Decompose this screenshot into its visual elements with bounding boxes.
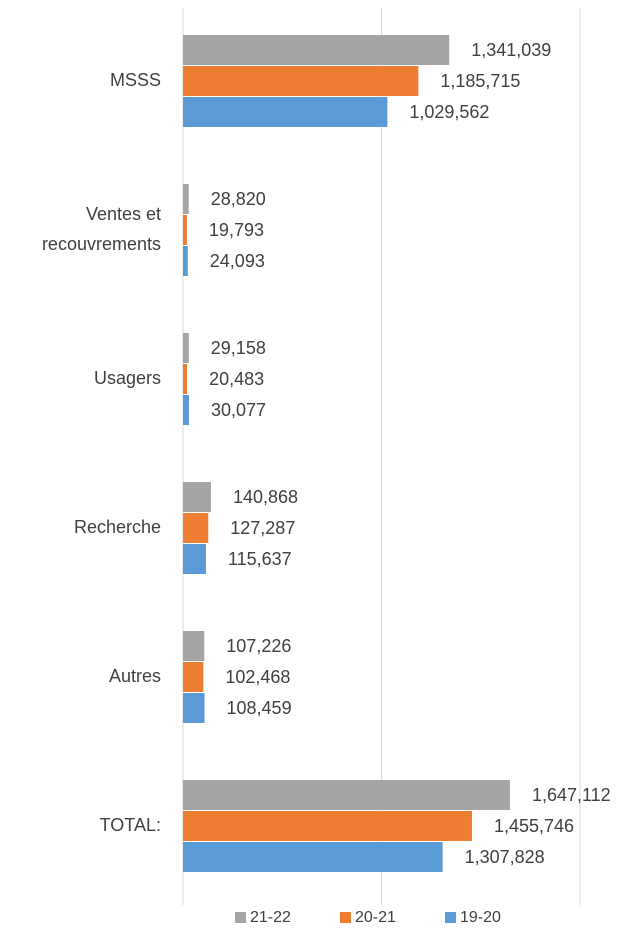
data-label: 1,341,039 xyxy=(471,40,551,60)
legend-swatch xyxy=(340,912,351,923)
y-tick-label: Autres xyxy=(109,666,161,686)
bar xyxy=(183,631,205,661)
data-label: 102,468 xyxy=(225,667,290,687)
y-tick-label: TOTAL: xyxy=(100,815,161,835)
bar xyxy=(183,97,388,127)
bar xyxy=(183,364,188,394)
data-label: 127,287 xyxy=(230,518,295,538)
bar xyxy=(183,513,209,543)
y-tick-label: MSSS xyxy=(110,70,161,90)
label-line: Ventes et xyxy=(86,204,161,224)
data-label: 19,793 xyxy=(209,220,264,240)
bar xyxy=(183,184,189,214)
bar xyxy=(183,35,450,65)
legend-label: 21-22 xyxy=(250,909,291,926)
bar xyxy=(183,395,189,425)
data-label: 140,868 xyxy=(233,487,298,507)
y-tick-label: Recherche xyxy=(74,517,161,537)
data-label: 107,226 xyxy=(226,636,291,656)
legend-label: 19-20 xyxy=(460,909,501,926)
bar xyxy=(183,215,187,245)
data-label: 1,455,746 xyxy=(494,816,574,836)
bar xyxy=(183,544,206,574)
label-line: recouvrements xyxy=(42,234,161,254)
legend-label: 20-21 xyxy=(355,909,396,926)
bar xyxy=(183,780,510,810)
data-label: 108,459 xyxy=(227,698,292,718)
bar xyxy=(183,693,205,723)
bar xyxy=(183,66,419,96)
data-label: 30,077 xyxy=(211,400,266,420)
legend-swatch xyxy=(235,912,246,923)
bar xyxy=(183,482,211,512)
data-label: 1,029,562 xyxy=(409,102,489,122)
data-label: 1,307,828 xyxy=(465,847,545,867)
legend-swatch xyxy=(445,912,456,923)
y-tick-label: Usagers xyxy=(94,368,161,388)
y-tick-label: Ventes et recouvrements xyxy=(42,204,161,254)
bar xyxy=(183,246,188,276)
data-label: 1,647,112 xyxy=(532,785,611,805)
bar xyxy=(183,811,472,841)
data-label: 24,093 xyxy=(210,251,265,271)
data-label: 115,637 xyxy=(228,549,292,569)
bar xyxy=(183,842,443,872)
data-label: 1,185,715 xyxy=(440,71,520,91)
bar xyxy=(183,333,189,363)
data-label: 20,483 xyxy=(209,369,264,389)
data-label: 29,158 xyxy=(211,338,266,358)
data-label: 28,820 xyxy=(211,189,266,209)
bar xyxy=(183,662,204,692)
